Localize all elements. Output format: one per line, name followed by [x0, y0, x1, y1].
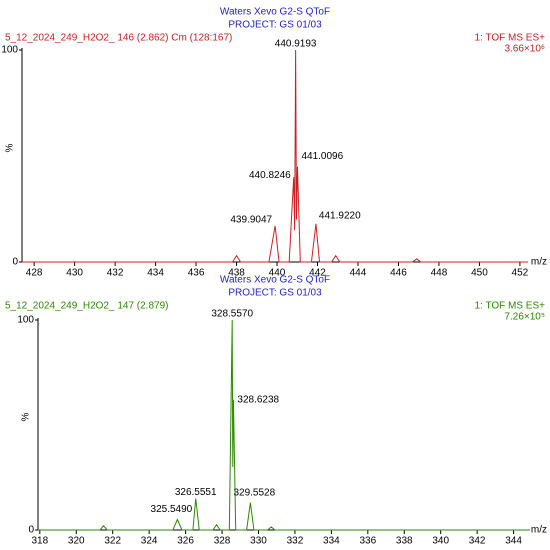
x-tick-label: 326	[177, 536, 194, 547]
header-left: 5_12_2024_249_H2O2_ 147 (2.879)	[5, 301, 168, 312]
x-tick-label: 328	[214, 536, 231, 547]
title: Waters Xevo G2-S QToF	[220, 7, 330, 18]
scale-label: 3.66×10⁶	[504, 44, 545, 55]
peak-label: 328.5570	[211, 309, 253, 320]
peak-label: 439.9047	[230, 215, 272, 226]
spectrum-line	[22, 49, 528, 263]
header-right: 1: TOF MS ES+	[475, 301, 546, 312]
header-right: 1: TOF MS ES+	[475, 33, 546, 44]
x-tick-label: 340	[432, 536, 449, 547]
x-tick-label: 448	[431, 268, 448, 279]
x-tick-label: 436	[188, 268, 205, 279]
x-tick-label: 342	[469, 536, 486, 547]
y-tick-label: 0	[12, 257, 18, 268]
x-tick-label: 324	[141, 536, 158, 547]
peak-label: 326.5551	[175, 487, 217, 498]
spectrum-line	[38, 319, 530, 531]
x-tick-label: 432	[107, 268, 124, 279]
x-tick-label: 438	[228, 268, 245, 279]
x-tick-label: 344	[505, 536, 522, 547]
x-tick-label: 430	[66, 268, 83, 279]
y-tick-label: 100	[17, 315, 34, 326]
peak-label: 329.5528	[233, 487, 275, 498]
x-tick-label: 336	[359, 536, 376, 547]
x-tick-label: 444	[350, 268, 367, 279]
x-tick-label: 332	[287, 536, 304, 547]
x-tick-label: 446	[390, 268, 407, 279]
x-tick-label: 330	[250, 536, 267, 547]
y-axis-label: %	[21, 412, 32, 421]
x-axis-label: m/z	[531, 525, 547, 536]
x-tick-label: 452	[512, 268, 529, 279]
header-left: 5_12_2024_249_H2O2_ 146 (2.862) Cm (128:…	[5, 33, 232, 44]
x-tick-label: 450	[471, 268, 488, 279]
peak-label: 441.0096	[301, 151, 343, 162]
x-tick-label: 434	[147, 268, 164, 279]
x-tick-label: 320	[68, 536, 85, 547]
subtitle: PROJECT: GS 01/03	[228, 20, 322, 31]
y-tick-label: 0	[28, 525, 34, 536]
title: Waters Xevo G2-S QToF	[220, 275, 330, 286]
peak-label: 441.9220	[319, 210, 361, 221]
scale-label: 7.26×10⁵	[504, 312, 545, 323]
peak-label: 328.6238	[237, 394, 279, 405]
x-tick-label: 322	[104, 536, 121, 547]
peak-label: 440.8246	[249, 170, 291, 181]
x-tick-label: 334	[323, 536, 340, 547]
x-tick-label: 338	[396, 536, 413, 547]
peak-label: 440.9193	[275, 39, 317, 50]
x-axis-label: m/z	[531, 257, 547, 268]
peak-label: 325.5490	[151, 504, 193, 515]
y-axis-label: %	[5, 143, 16, 152]
x-tick-label: 428	[26, 268, 43, 279]
x-tick-label: 442	[309, 268, 326, 279]
y-tick-label: 100	[1, 45, 18, 56]
x-tick-label: 318	[31, 536, 48, 547]
subtitle: PROJECT: GS 01/03	[228, 288, 322, 299]
x-tick-label: 440	[269, 268, 286, 279]
